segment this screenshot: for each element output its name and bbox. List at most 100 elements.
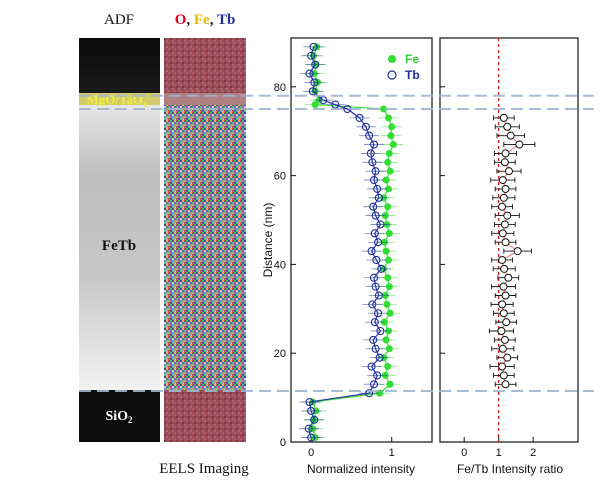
legend-tb-label: Tb bbox=[405, 68, 420, 82]
point-tb bbox=[372, 255, 381, 265]
point-tb bbox=[371, 344, 380, 353]
eels-title-tb: Tb bbox=[217, 12, 235, 28]
point-tb bbox=[368, 158, 377, 167]
point-tb bbox=[305, 69, 314, 78]
point-tb bbox=[377, 264, 386, 273]
point-tb bbox=[307, 406, 316, 415]
point-fe bbox=[388, 123, 396, 131]
ratio-plot: 0 1 2 Fe/Tb Intensity ratio bbox=[439, 37, 579, 476]
eels-caption: EELS Imaging bbox=[159, 461, 249, 477]
eels-bottom-region bbox=[164, 390, 246, 442]
point-tb bbox=[374, 193, 383, 202]
point-fe bbox=[385, 283, 393, 291]
ratio-point bbox=[502, 318, 511, 327]
series-line-tb bbox=[307, 46, 382, 438]
ratio-point bbox=[505, 167, 513, 176]
intensity-plot: 0 20 40 60 80 0 1 Normalized intensity Distanc… bbox=[261, 37, 433, 476]
point-tb bbox=[373, 371, 382, 380]
ratio-point bbox=[498, 344, 507, 353]
ratio-point bbox=[500, 335, 509, 344]
point-tb bbox=[308, 87, 317, 96]
adf-label-fetb: FeTb bbox=[102, 238, 136, 254]
eels-title-sep-1: , bbox=[186, 12, 194, 28]
point-fe bbox=[386, 167, 394, 175]
point-tb bbox=[307, 51, 316, 60]
ratio-point bbox=[506, 131, 515, 140]
ratio-point bbox=[503, 211, 512, 220]
ratio-xtick-label: 0 bbox=[461, 447, 467, 459]
adf-substrate-region bbox=[79, 390, 160, 442]
eels-title-sep-2: , bbox=[210, 12, 217, 28]
point-fe bbox=[384, 158, 392, 166]
point-tb bbox=[373, 238, 383, 247]
point-tb bbox=[376, 326, 385, 336]
point-tb bbox=[369, 273, 379, 282]
adf-label-mgo-tao-sub: x bbox=[143, 99, 148, 109]
point-tb bbox=[374, 291, 383, 300]
point-fe bbox=[387, 132, 395, 140]
ratio-point bbox=[513, 247, 522, 256]
intensity-ytick-label: 60 bbox=[274, 171, 286, 183]
point-tb bbox=[365, 389, 374, 398]
eels-title-fe: Fe bbox=[194, 12, 210, 28]
adf-label-sio2-main: SiO bbox=[105, 409, 128, 424]
ratio-point bbox=[500, 264, 509, 273]
interface-lines bbox=[79, 94, 594, 392]
point-tb bbox=[310, 78, 319, 87]
ratio-point bbox=[501, 291, 510, 300]
ratio-point bbox=[504, 273, 513, 282]
point-tb bbox=[369, 202, 378, 211]
adf-title: ADF bbox=[104, 12, 134, 28]
series-line-fe bbox=[311, 46, 394, 438]
point-fe bbox=[386, 380, 394, 388]
point-fe bbox=[385, 149, 393, 157]
point-tb bbox=[370, 229, 379, 238]
ratio-point bbox=[498, 176, 507, 185]
ratio-xlabel: Fe/Tb Intensity ratio bbox=[457, 462, 563, 476]
ratio-plot-frame bbox=[439, 37, 579, 443]
intensity-ylabel: Distance (nm) bbox=[261, 203, 275, 278]
point-tb bbox=[311, 60, 320, 69]
ratio-series bbox=[488, 113, 536, 389]
ratio-point bbox=[497, 327, 506, 336]
intensity-ytick-label: 40 bbox=[274, 259, 286, 271]
legend-fe-label: Fe bbox=[405, 52, 419, 66]
point-tb bbox=[371, 211, 380, 220]
legend-tb-marker bbox=[387, 70, 397, 80]
intensity-xtick-label: 0 bbox=[308, 447, 314, 459]
point-tb bbox=[369, 140, 379, 149]
point-fe bbox=[386, 309, 394, 317]
adf-label-mgo-tao: MgO/TaOx bbox=[86, 92, 148, 109]
intensity-xtick-label: 1 bbox=[389, 447, 395, 459]
intensity-plot-frame bbox=[290, 37, 433, 443]
ratio-point bbox=[500, 220, 509, 229]
intensity-series bbox=[298, 42, 404, 442]
ratio-point bbox=[499, 371, 508, 380]
ratio-point bbox=[499, 193, 508, 202]
point-tb bbox=[370, 318, 379, 327]
ratio-point bbox=[498, 202, 507, 211]
point-tb bbox=[309, 42, 318, 51]
ratio-point bbox=[499, 309, 508, 318]
point-tb bbox=[367, 362, 376, 371]
ratio-point bbox=[500, 158, 509, 167]
ratio-point bbox=[499, 113, 508, 122]
adf-capping-region bbox=[79, 38, 160, 93]
point-fe bbox=[384, 203, 392, 211]
point-tb bbox=[307, 433, 316, 442]
eels-title-o: O bbox=[175, 12, 187, 28]
ratio-point bbox=[501, 380, 510, 389]
ratio-point bbox=[499, 282, 508, 291]
point-tb bbox=[366, 149, 375, 158]
point-tb bbox=[371, 282, 380, 291]
intensity-ytick-label: 0 bbox=[280, 437, 286, 449]
point-tb bbox=[361, 122, 370, 131]
point-tb bbox=[369, 335, 378, 344]
ratio-xtick-label: 2 bbox=[530, 447, 536, 459]
ratio-point bbox=[501, 184, 510, 193]
ratio-point bbox=[503, 122, 512, 131]
point-tb bbox=[304, 424, 313, 433]
ratio-point bbox=[498, 300, 507, 309]
point-tb bbox=[369, 176, 379, 185]
